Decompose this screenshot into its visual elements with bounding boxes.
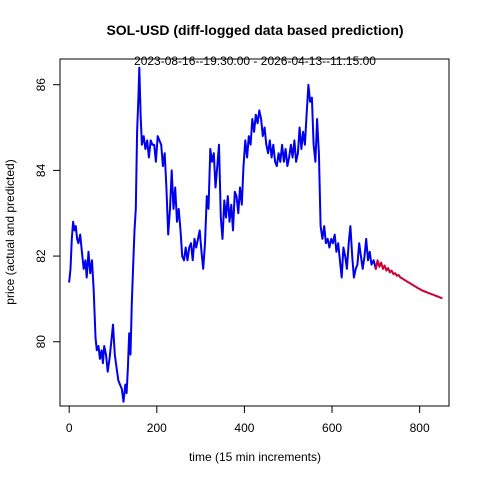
- x-tick-label: 0: [66, 421, 73, 435]
- y-tick-label: 86: [34, 78, 48, 92]
- x-tick-label: 800: [410, 421, 430, 435]
- y-tick-label: 82: [34, 249, 48, 263]
- plot-frame: [59, 58, 450, 407]
- y-tick-label: 80: [34, 335, 48, 349]
- series-line-2: [374, 259, 443, 299]
- y-axis-label: price (actual and predicted): [3, 159, 17, 304]
- x-tick-label: 400: [234, 421, 254, 435]
- y-axis: 80 82 84 86: [34, 78, 61, 349]
- x-tick-label: 600: [322, 421, 342, 435]
- chart-subtitle: 2023-08-16--19:30:00 - 2026-04-13--11:15…: [134, 54, 376, 68]
- chart-title: SOL-USD (diff-logged data based predicti…: [106, 22, 403, 38]
- x-axis: 0 200 400 600 800: [66, 405, 430, 435]
- x-tick-label: 200: [147, 421, 167, 435]
- x-axis-label: time (15 min increments): [189, 450, 321, 464]
- series-layer: [68, 66, 443, 403]
- series-line-1: [68, 66, 377, 403]
- y-tick-label: 84: [34, 163, 48, 177]
